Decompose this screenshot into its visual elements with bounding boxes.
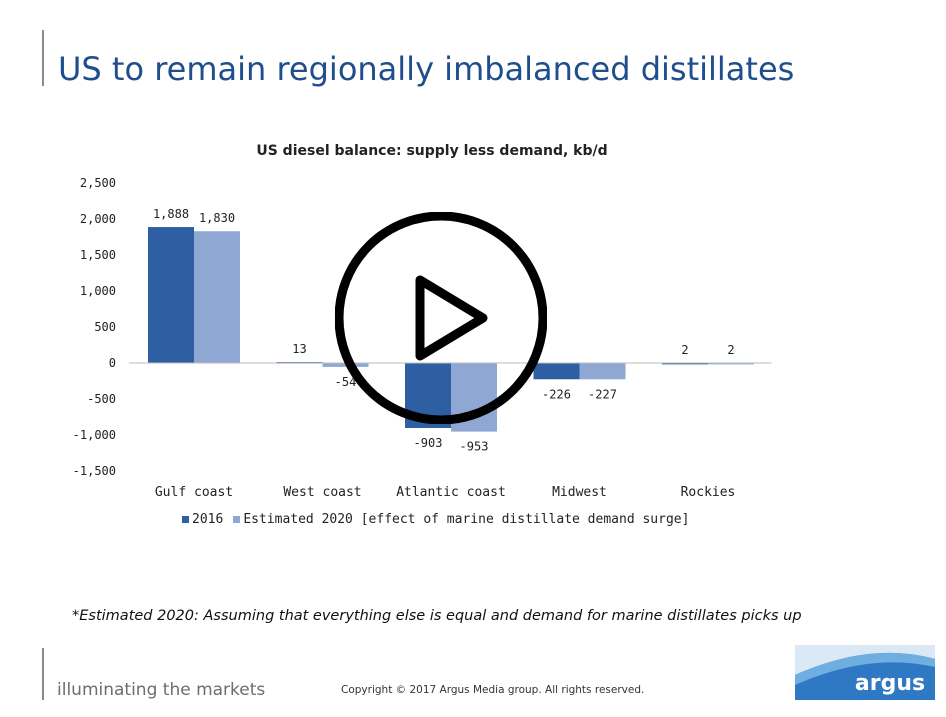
y-tick-label: 1,500 [80,248,116,262]
y-tick-label: -500 [87,392,116,406]
footnote: *Estimated 2020: Assuming that everythin… [72,608,802,624]
chart-legend: 2016 Estimated 2020 [effect of marine di… [182,512,699,527]
y-tick-label: -1,000 [73,428,116,442]
data-label: -903 [414,436,443,450]
legend-swatch-2016 [182,516,189,523]
play-button-ring [335,212,547,424]
chart-title: US diesel balance: supply less demand, k… [256,143,607,159]
footer-accent-line [42,648,44,700]
bar-2020 [579,363,626,380]
y-tick-label: 2,500 [80,176,116,190]
copyright-text: Copyright © 2017 Argus Media group. All … [341,684,645,696]
y-tick-label: 1,000 [80,284,116,298]
bar-2016 [148,227,194,363]
data-label: 13 [292,342,306,356]
data-label: 1,830 [199,211,235,225]
y-tick-label: 2,000 [80,212,116,226]
title-accent-line [42,30,44,86]
legend-item-2020: Estimated 2020 [effect of marine distill… [233,512,689,527]
bar-2020 [194,231,240,363]
data-label: -953 [460,440,489,454]
data-label: -226 [542,387,571,401]
bar-2016 [662,362,708,365]
x-tick-label: Midwest [552,485,607,500]
x-tick-label: West coast [283,485,361,500]
legend-item-2016: 2016 [182,512,223,527]
x-tick-label: Gulf coast [155,485,233,500]
data-label: 2 [681,343,688,357]
x-tick-label: Atlantic coast [396,485,506,500]
legend-swatch-2020 [233,516,241,523]
x-tick-label: Rockies [681,485,736,500]
y-tick-label: 500 [94,320,116,334]
data-label: 1,888 [153,207,189,221]
legend-label-2016: 2016 [192,512,224,527]
argus-logo: argus [795,645,935,700]
y-tick-label: 0 [109,356,116,370]
y-tick-label: -1,500 [73,464,116,478]
logo-text: argus [855,671,925,696]
legend-label-2020: Estimated 2020 [effect of marine distill… [243,512,690,527]
slide-title: US to remain regionally imbalanced disti… [58,50,795,88]
play-icon [415,275,488,361]
data-label: -54 [335,375,357,389]
data-label: 2 [727,343,734,357]
data-label: -227 [588,387,617,401]
play-button[interactable] [335,212,547,424]
bar-2016 [533,363,580,380]
bar-2020 [708,362,754,365]
tagline: illuminating the markets [57,680,266,700]
